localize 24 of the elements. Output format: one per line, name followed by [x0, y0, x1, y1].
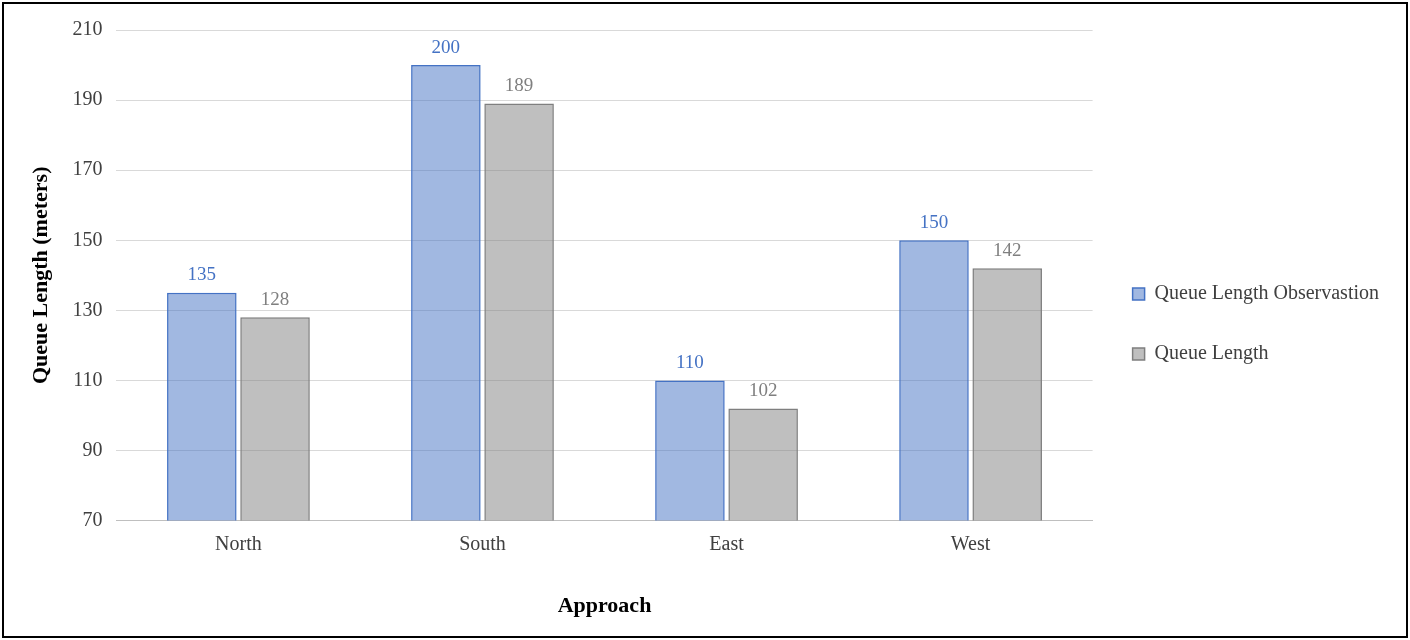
y-tick-label: 90: [82, 437, 103, 460]
legend-label: Queue Length Observastion: [1154, 281, 1380, 305]
y-tick-label: 210: [72, 17, 103, 40]
data-label: 128: [260, 287, 290, 309]
y-tick-label: 130: [72, 297, 103, 320]
x-tick-label: North: [215, 531, 262, 554]
y-tick-label: 110: [73, 367, 103, 390]
data-label: 142: [992, 238, 1022, 260]
y-tick-label: 170: [72, 157, 103, 180]
x-axis-title: Approach: [557, 592, 652, 618]
legend-label: Queue Length: [1154, 341, 1269, 365]
x-tick-label: West: [950, 531, 991, 554]
y-tick-label: 70: [82, 507, 103, 530]
data-label: 150: [919, 210, 949, 232]
data-label: 200: [431, 35, 461, 57]
data-label: 189: [504, 74, 534, 96]
x-tick-label: East: [709, 531, 745, 554]
data-label: 102: [748, 378, 778, 400]
y-tick-label: 150: [72, 227, 103, 250]
data-label: 110: [676, 350, 704, 372]
x-tick-label: South: [459, 531, 506, 554]
data-label: 135: [187, 263, 217, 285]
y-axis-title: Queue Length (meters): [26, 166, 52, 385]
y-tick-label: 190: [72, 87, 103, 110]
